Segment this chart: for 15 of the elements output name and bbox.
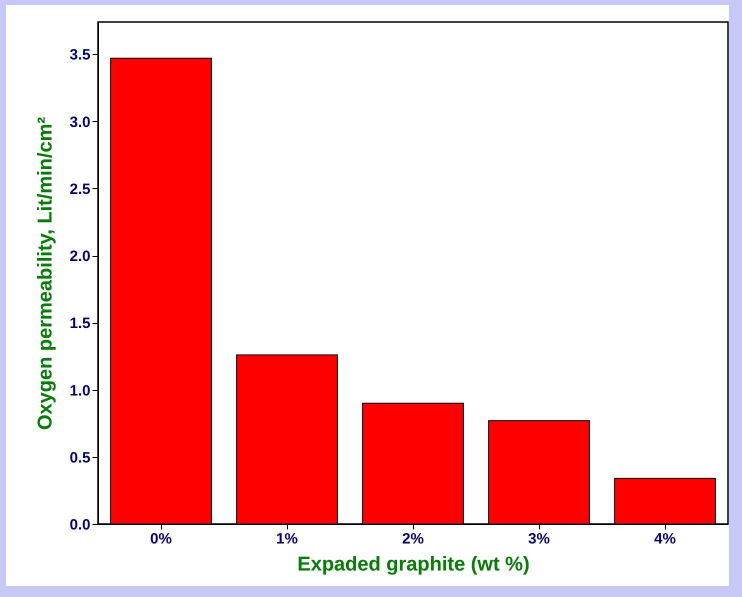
- y-tick-label: 3.0: [70, 114, 90, 131]
- y-tick-label: 0.5: [70, 449, 90, 466]
- x-tick-label: 4%: [654, 530, 676, 548]
- y-tick-label: 1.5: [70, 315, 90, 332]
- y-axis-title: Oxygen permeability, Lit/min/cm²: [34, 116, 57, 430]
- x-tick-label: 2%: [402, 530, 424, 548]
- y-tick-label: 2.0: [70, 248, 90, 266]
- y-tick-label: 2.5: [70, 180, 90, 198]
- x-tick-label: 3%: [528, 530, 550, 548]
- y-tick-label: 3.5: [70, 46, 90, 64]
- y-tick-label: 0.0: [70, 516, 90, 534]
- x-tick-label: 0%: [150, 530, 172, 548]
- y-tick-label: 1.0: [70, 382, 90, 400]
- x-axis-title: Expaded graphite (wt %): [297, 554, 530, 576]
- x-tick-label: 1%: [276, 530, 298, 548]
